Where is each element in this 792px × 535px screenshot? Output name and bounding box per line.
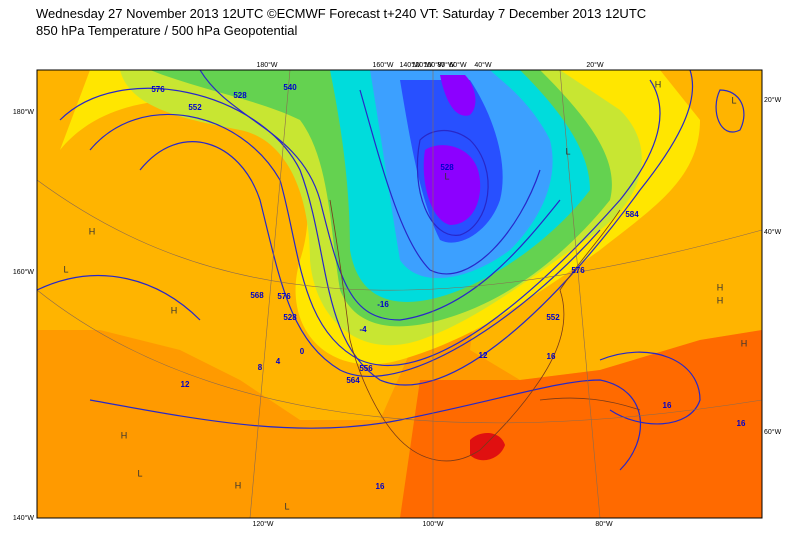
contour-label: -4 bbox=[359, 325, 367, 334]
lon-label: 20°W bbox=[586, 61, 604, 69]
contour-label: 540 bbox=[283, 83, 297, 92]
contour-label: 16 bbox=[376, 482, 385, 491]
lon-label: 120°W bbox=[252, 520, 273, 528]
contour-label: 0 bbox=[300, 347, 305, 356]
pressure-center: H bbox=[171, 305, 178, 315]
contour-label: 576 bbox=[277, 292, 291, 301]
lat-label: 140°W bbox=[13, 514, 34, 522]
subtitle-line: 850 hPa Temperature / 500 hPa Geopotenti… bbox=[36, 23, 298, 38]
contour-label: 12 bbox=[479, 351, 488, 360]
lon-label: 180°W bbox=[256, 61, 277, 69]
contour-label: 576 bbox=[151, 85, 165, 94]
lat-label: 20°W bbox=[764, 96, 782, 104]
contour-label: 552 bbox=[546, 313, 560, 322]
contour-label: 16 bbox=[547, 352, 556, 361]
contour-label: -16 bbox=[377, 300, 389, 309]
lon-label: 120°W bbox=[411, 61, 432, 69]
lon-label: 100°W bbox=[422, 520, 443, 528]
contour-label: 584 bbox=[625, 210, 639, 219]
lat-label: 180°W bbox=[13, 108, 34, 116]
pressure-center: L bbox=[444, 171, 449, 181]
contour-label: 16 bbox=[737, 419, 746, 428]
lon-label: 140°W bbox=[399, 61, 420, 69]
lon-label: 100°W bbox=[423, 61, 444, 69]
lon-label: 80°W bbox=[437, 61, 455, 69]
title-line: Wednesday 27 November 2013 12UTC ©ECMWF … bbox=[36, 6, 647, 21]
contour-label: 576 bbox=[571, 266, 585, 275]
pressure-center: L bbox=[284, 501, 289, 511]
pressure-center: H bbox=[717, 295, 724, 305]
lat-label: 40°W bbox=[764, 228, 782, 236]
lon-label: 80°W bbox=[595, 520, 613, 528]
graticule bbox=[36, 69, 763, 519]
map-frame bbox=[36, 69, 763, 519]
pressure-center: H bbox=[121, 430, 128, 440]
contour-label: 528 bbox=[283, 313, 297, 322]
temperature-field bbox=[37, 70, 762, 518]
contour-label: 568 bbox=[250, 291, 264, 300]
geopotential-contours bbox=[37, 70, 745, 471]
contour-label: 4 bbox=[276, 357, 281, 366]
contour-label: 556 bbox=[359, 364, 373, 373]
pressure-center: H bbox=[235, 480, 242, 490]
pressure-center: L bbox=[137, 468, 142, 478]
pressure-center: H bbox=[741, 338, 748, 348]
coastlines bbox=[329, 199, 641, 462]
pressure-center: H bbox=[89, 226, 96, 236]
contour-label: 16 bbox=[663, 401, 672, 410]
contour-label: 528 bbox=[233, 91, 247, 100]
lon-label: 40°W bbox=[474, 61, 492, 69]
lon-label: 60°W bbox=[449, 61, 467, 69]
pressure-center: L bbox=[731, 95, 736, 105]
pressure-center: H bbox=[655, 79, 662, 89]
contour-label: 528 bbox=[440, 163, 454, 172]
lat-label: 60°W bbox=[764, 428, 782, 436]
lat-label: 160°W bbox=[13, 268, 34, 276]
contour-label: 8 bbox=[258, 363, 263, 372]
contour-label: 564 bbox=[346, 376, 360, 385]
pressure-center: H bbox=[717, 282, 724, 292]
pressure-center: L bbox=[63, 264, 68, 274]
lon-label: 160°W bbox=[372, 61, 393, 69]
pressure-center: L bbox=[565, 146, 570, 156]
contour-label: 12 bbox=[181, 380, 190, 389]
contour-label: 552 bbox=[188, 103, 202, 112]
